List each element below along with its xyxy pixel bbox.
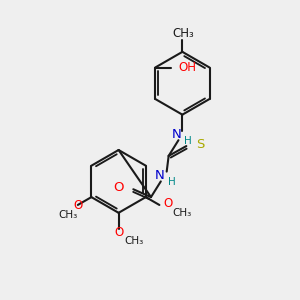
Text: N: N [155,169,165,182]
Text: CH₃: CH₃ [173,208,192,218]
Text: O: O [114,226,123,239]
Text: CH₃: CH₃ [58,210,78,220]
Text: CH₃: CH₃ [172,27,194,40]
Text: CH₃: CH₃ [124,236,144,246]
Text: OH: OH [179,61,197,74]
Text: S: S [196,138,205,151]
Text: H: H [168,177,176,188]
Text: O: O [113,181,124,194]
Text: H: H [184,136,192,146]
Text: O: O [163,197,172,211]
Text: O: O [74,200,83,212]
Text: N: N [172,128,182,141]
